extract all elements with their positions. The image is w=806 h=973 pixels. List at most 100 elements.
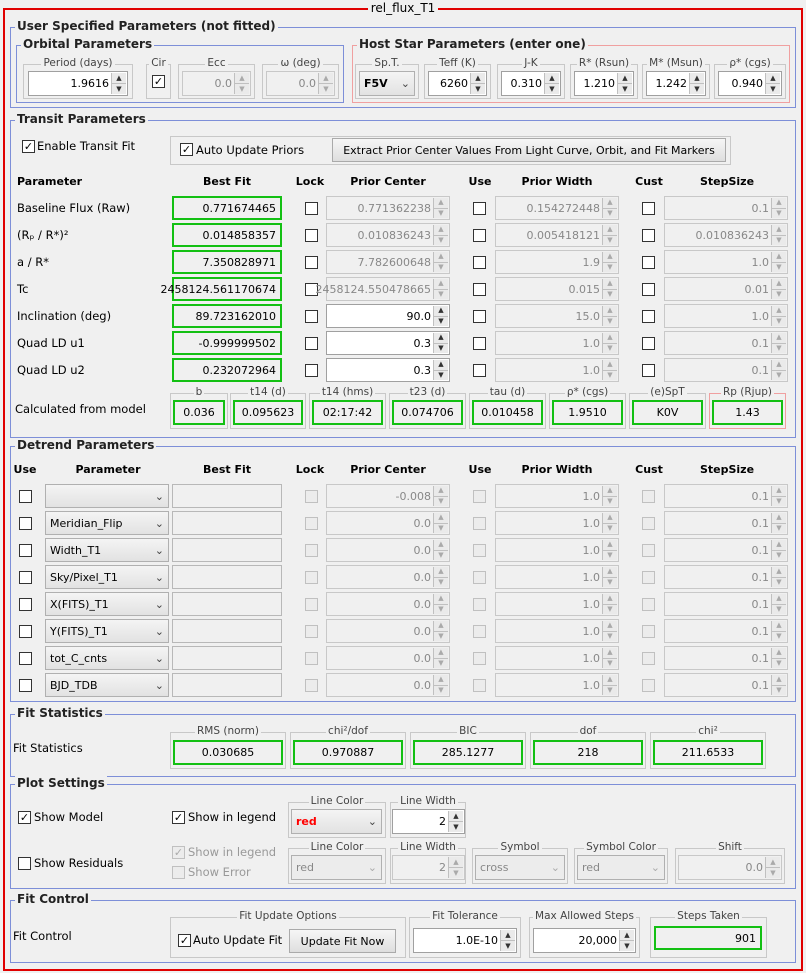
detrend-header-step: StepSize: [699, 463, 755, 476]
lock-checkbox[interactable]: [305, 229, 318, 242]
period-input[interactable]: 1.9616 ▲ ▼: [28, 71, 128, 96]
detrend-use-checkbox[interactable]: [19, 517, 32, 530]
host-rho-input-value: 0.940: [731, 77, 764, 90]
prior-width-input: 1.9 ▲ ▼: [495, 250, 619, 274]
model-line-color-select[interactable]: red ⌄: [291, 809, 382, 834]
param-name: (Rₚ / R*)²: [17, 228, 69, 242]
spinner-arrows-icon[interactable]: ▲ ▼: [765, 73, 780, 94]
extract-prior-button[interactable]: Extract Prior Center Values From Light C…: [332, 138, 726, 162]
auto-update-box: [170, 136, 731, 165]
detrend-lock-checkbox: [305, 517, 318, 530]
prior-center-input[interactable]: 90.0 ▲ ▼: [326, 304, 450, 328]
host-mstar-input[interactable]: 1.242 ▲ ▼: [646, 71, 706, 96]
spinner-arrows-icon[interactable]: ▲ ▼: [619, 930, 634, 951]
spinner-arrows-icon[interactable]: ▲ ▼: [433, 306, 448, 326]
custom-step-checkbox[interactable]: [642, 229, 655, 242]
spinner-arrows-icon[interactable]: ▲ ▼: [433, 333, 448, 353]
detrend-param-select[interactable]: ⌄: [45, 484, 169, 508]
spinner-arrows-icon: ▲ ▼: [771, 648, 786, 668]
header-prior-center: Prior Center: [350, 175, 426, 188]
detrend-use-checkbox[interactable]: [19, 571, 32, 584]
detrend-param-select[interactable]: Width_T1 ⌄: [45, 538, 169, 562]
spectral-type-select[interactable]: F5V ⌄: [359, 71, 415, 96]
fit-stats-group: [10, 714, 796, 777]
step-size-input-value: 0.01: [744, 282, 770, 296]
custom-step-checkbox[interactable]: [642, 202, 655, 215]
auto-update-fit-checkbox[interactable]: ✓: [178, 934, 191, 947]
detrend-param-select[interactable]: X(FITS)_T1 ⌄: [45, 592, 169, 616]
custom-step-checkbox[interactable]: [642, 364, 655, 377]
prior-center-input[interactable]: 0.3 ▲ ▼: [326, 358, 450, 382]
calc-box-label: t14 (hms): [309, 386, 386, 398]
spinner-arrows-icon[interactable]: ▲ ▼: [617, 73, 632, 94]
custom-step-checkbox[interactable]: [642, 310, 655, 323]
max-steps-input[interactable]: 20,000 ▲ ▼: [533, 928, 636, 953]
use-prior-checkbox[interactable]: [473, 283, 486, 296]
detrend-use-checkbox[interactable]: [19, 490, 32, 503]
use-prior-checkbox[interactable]: [473, 202, 486, 215]
model-legend-checkbox[interactable]: ✓: [172, 811, 185, 824]
detrend-param-select[interactable]: Sky/Pixel_T1 ⌄: [45, 565, 169, 589]
custom-step-checkbox[interactable]: [642, 283, 655, 296]
detrend-use-checkbox[interactable]: [19, 598, 32, 611]
fit-tolerance-box-label: Fit Tolerance: [409, 910, 521, 922]
spinner-arrows-icon: ▲ ▼: [771, 225, 786, 245]
detrend-param-select[interactable]: Meridian_Flip ⌄: [45, 511, 169, 535]
detrend-prior-width-value: 1.0: [582, 516, 601, 530]
max-steps-input-value: 20,000: [578, 934, 618, 947]
cir-checkbox[interactable]: ✓: [152, 75, 165, 88]
host-rho-input[interactable]: 0.940 ▲ ▼: [718, 71, 782, 96]
lock-checkbox[interactable]: [305, 283, 318, 296]
detrend-param-select[interactable]: Y(FITS)_T1 ⌄: [45, 619, 169, 643]
detrend-cust-checkbox: [642, 679, 655, 692]
host-rstar-box-label-text: R* (Rsun): [576, 57, 632, 69]
fit-stat-box-label: BIC: [410, 725, 526, 737]
use-prior-checkbox[interactable]: [473, 337, 486, 350]
lock-checkbox[interactable]: [305, 202, 318, 215]
custom-step-checkbox[interactable]: [642, 256, 655, 269]
ecc-input-value: 0.0: [214, 77, 233, 90]
detrend-use-checkbox[interactable]: [19, 625, 32, 638]
use-prior-checkbox[interactable]: [473, 256, 486, 269]
lock-checkbox[interactable]: [305, 310, 318, 323]
calc-box-label: t23 (d): [389, 386, 466, 398]
resid-shift-box-label-text: Shift: [716, 841, 744, 853]
detrend-use-checkbox[interactable]: [19, 544, 32, 557]
prior-center-input[interactable]: 0.3 ▲ ▼: [326, 331, 450, 355]
update-fit-now-button[interactable]: Update Fit Now: [289, 929, 396, 953]
use-prior-checkbox[interactable]: [473, 364, 486, 377]
spinner-arrows-icon[interactable]: ▲ ▼: [111, 73, 126, 94]
prior-center-input-value: 0.3: [413, 336, 432, 350]
spinner-arrows-icon[interactable]: ▲ ▼: [544, 73, 559, 94]
detrend-param-select[interactable]: tot_C_cnts ⌄: [45, 646, 169, 670]
host-jk-input[interactable]: 0.310 ▲ ▼: [501, 71, 561, 96]
spinner-arrows-icon[interactable]: ▲ ▼: [470, 73, 485, 94]
lock-checkbox[interactable]: [305, 364, 318, 377]
custom-step-checkbox[interactable]: [642, 337, 655, 350]
enable-transit-checkbox[interactable]: ✓: [22, 140, 35, 153]
fit-tolerance-input[interactable]: 1.0E-10 ▲ ▼: [413, 928, 517, 953]
host-rstar-input[interactable]: 1.210 ▲ ▼: [574, 71, 634, 96]
auto-update-priors-checkbox[interactable]: ✓: [180, 143, 193, 156]
use-prior-checkbox[interactable]: [473, 310, 486, 323]
detrend-use-checkbox[interactable]: [19, 652, 32, 665]
best-fit-value: 89.723162010: [172, 304, 282, 328]
detrend-param-select-value: tot_C_cnts: [50, 651, 108, 665]
model-line-width-input[interactable]: 2 ▲ ▼: [392, 809, 465, 834]
resid-line-color-select: red ⌄: [291, 855, 382, 880]
host-teff-input[interactable]: 6260 ▲ ▼: [428, 71, 487, 96]
show-residuals-checkbox[interactable]: [18, 857, 31, 870]
detrend-param-select[interactable]: BJD_TDB ⌄: [45, 673, 169, 697]
model-line-width-box-label: Line Width: [390, 795, 466, 807]
detrend-step-size-value: 0.1: [751, 678, 770, 692]
spinner-arrows-icon[interactable]: ▲ ▼: [689, 73, 704, 94]
use-prior-checkbox[interactable]: [473, 229, 486, 242]
spinner-arrows-icon[interactable]: ▲ ▼: [433, 360, 448, 380]
spinner-arrows-icon[interactable]: ▲ ▼: [448, 811, 463, 832]
detrend-use-checkbox[interactable]: [19, 679, 32, 692]
step-size-input-value: 1.0: [751, 255, 770, 269]
lock-checkbox[interactable]: [305, 337, 318, 350]
spinner-arrows-icon[interactable]: ▲ ▼: [500, 930, 515, 951]
show-model-checkbox[interactable]: ✓: [18, 811, 31, 824]
lock-checkbox[interactable]: [305, 256, 318, 269]
